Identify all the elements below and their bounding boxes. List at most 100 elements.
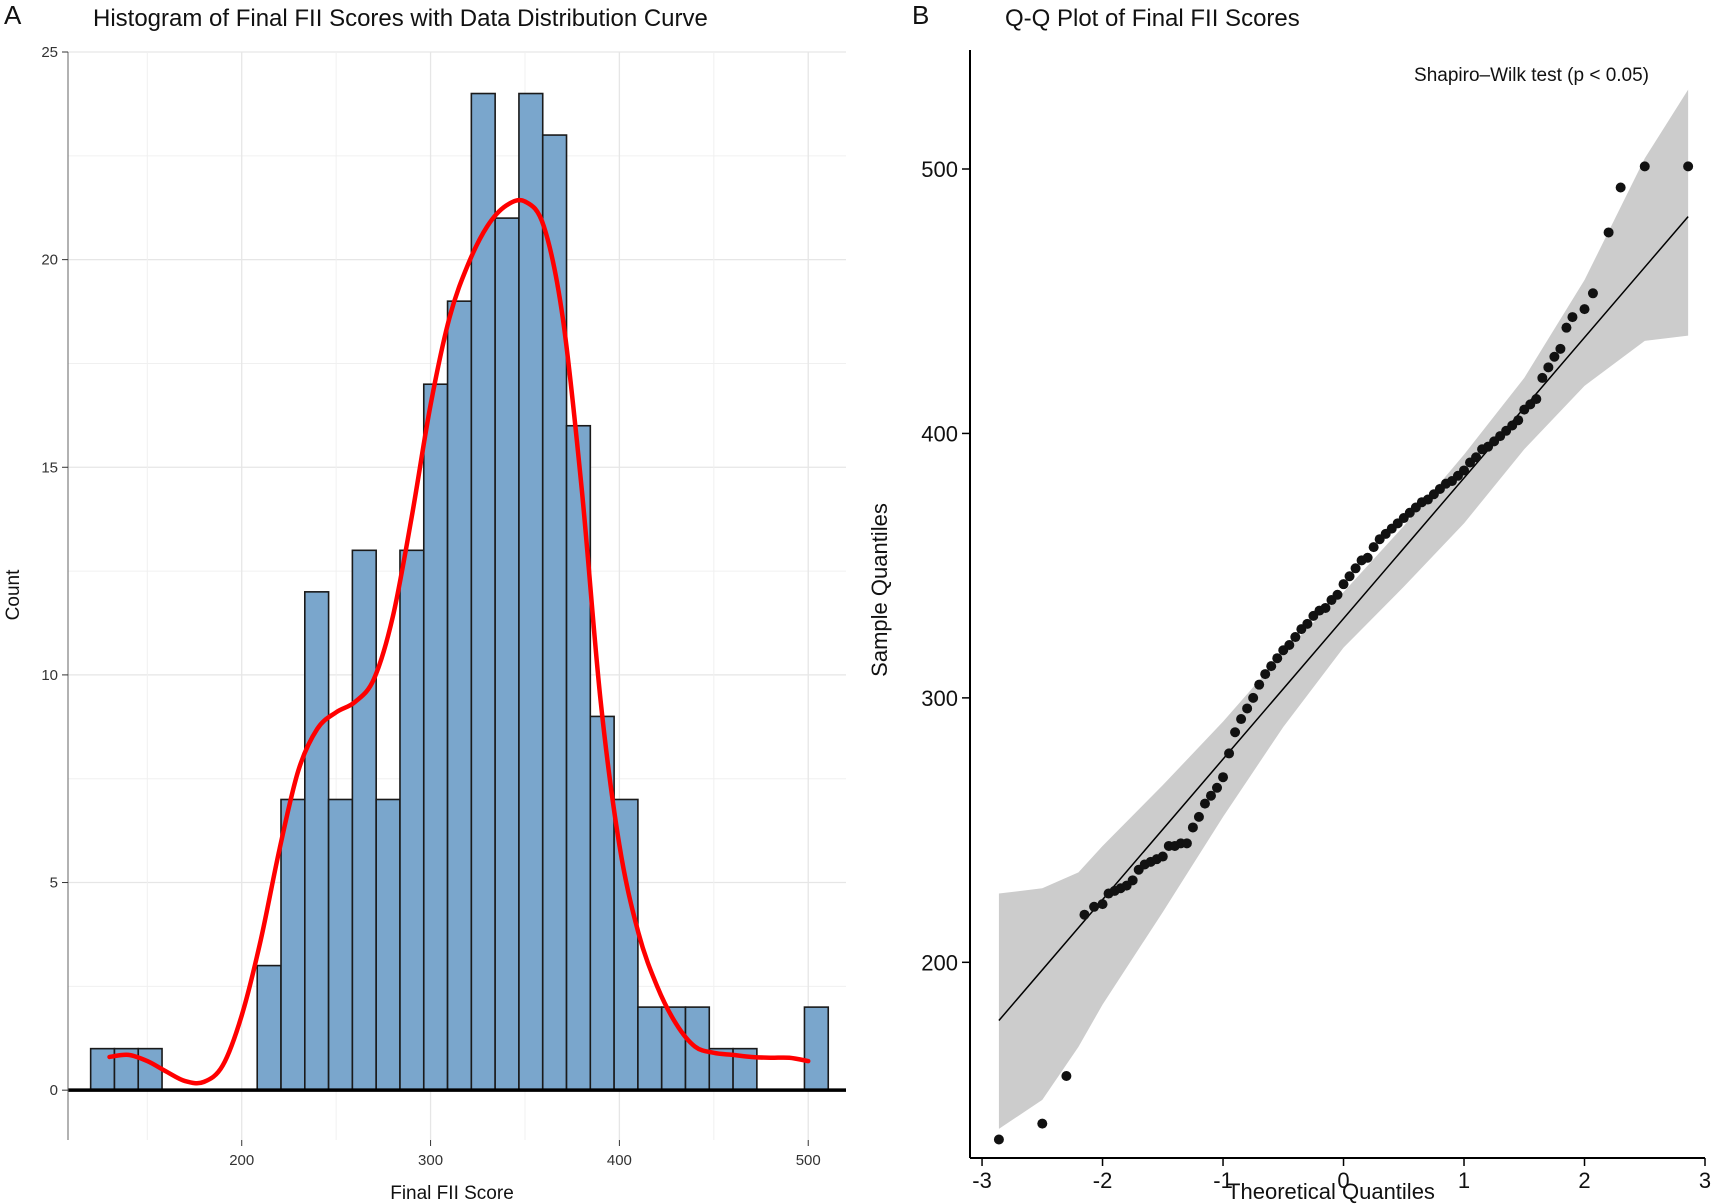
histogram-bar xyxy=(470,92,496,1091)
x-tick-label: 3 xyxy=(1699,1168,1711,1193)
qq-point xyxy=(1332,589,1343,600)
qq-point xyxy=(1615,182,1626,193)
panel-b-x-axis-label: Theoretical Quantiles xyxy=(1227,1179,1435,1204)
qq-point xyxy=(1284,639,1295,650)
density-curve xyxy=(107,197,811,1086)
y-tick-label: 0 xyxy=(50,1082,58,1099)
histogram-bar xyxy=(518,92,544,1091)
histogram-bar xyxy=(303,591,330,1091)
y-tick-label: 500 xyxy=(921,157,958,182)
x-tick-label: 200 xyxy=(229,1152,254,1169)
histogram-bar xyxy=(803,1006,830,1091)
histogram-bar xyxy=(399,549,425,1091)
histogram-bar xyxy=(637,1006,663,1091)
histogram-bar xyxy=(494,217,520,1091)
qq-point xyxy=(1266,661,1277,672)
x-tick-label: 300 xyxy=(418,1152,443,1169)
qq-point xyxy=(1549,351,1560,362)
panel-b-annotation: Shapiro–Wilk test (p < 0.05) xyxy=(1414,65,1649,86)
qq-point xyxy=(1181,838,1192,849)
x-tick-label: -2 xyxy=(1093,1168,1113,1193)
panel-b-title: Q-Q Plot of Final FII Scores xyxy=(1005,5,1300,32)
histogram-bar xyxy=(375,798,401,1091)
x-tick-label: 400 xyxy=(607,1152,632,1169)
qq-point xyxy=(1127,875,1138,886)
qq-point xyxy=(1212,782,1223,793)
qq-point xyxy=(1639,161,1650,172)
qq-point xyxy=(1236,714,1247,725)
qq-point xyxy=(1338,579,1349,590)
qq-point xyxy=(1603,227,1614,238)
panel-a-y-axis-label: Count xyxy=(3,569,24,620)
confidence-band xyxy=(998,89,1689,1129)
qq-point xyxy=(1362,552,1373,563)
qq-point xyxy=(1350,563,1361,574)
panel-a-x-axis-label: Final FII Score xyxy=(390,1183,514,1204)
y-tick-label: 5 xyxy=(50,875,58,892)
qq-point xyxy=(1248,692,1259,703)
qq-point xyxy=(1272,653,1283,664)
x-tick-label: -1 xyxy=(1213,1168,1233,1193)
qq-point xyxy=(1260,669,1271,680)
qq-point xyxy=(993,1134,1004,1145)
qq-point xyxy=(1587,288,1598,299)
qq-point xyxy=(1079,909,1090,920)
qq-point xyxy=(1561,322,1572,333)
qq-point xyxy=(1224,748,1235,759)
qq-point xyxy=(1290,632,1301,643)
panel-a-title: Histogram of Final FII Scores with Data … xyxy=(93,5,708,32)
qq-point xyxy=(1089,901,1100,912)
qq-point xyxy=(1097,899,1108,910)
panel-b-y-axis-label: Sample Quantiles xyxy=(867,503,892,677)
qq-point xyxy=(1061,1071,1072,1082)
qq-point xyxy=(1230,727,1241,738)
qq-point xyxy=(1471,452,1482,463)
qq-point xyxy=(1193,811,1204,822)
qq-point xyxy=(1683,161,1694,172)
x-tick-label: 1 xyxy=(1458,1168,1470,1193)
qq-point xyxy=(1537,372,1548,383)
qq-point xyxy=(1254,679,1265,690)
x-tick-label: -3 xyxy=(972,1168,992,1193)
histogram-bar xyxy=(446,300,473,1091)
histogram-bar xyxy=(280,798,306,1091)
qq-point xyxy=(1531,394,1542,405)
qq-point xyxy=(1199,798,1210,809)
y-tick-label: 20 xyxy=(41,252,58,269)
qq-point xyxy=(1579,304,1590,315)
y-tick-label: 300 xyxy=(921,686,958,711)
qq-point xyxy=(1205,790,1216,801)
panel-b-letter: B xyxy=(912,0,929,30)
qq-point xyxy=(1344,571,1355,582)
qq-point xyxy=(1218,772,1229,783)
qq-point xyxy=(1567,312,1578,323)
histogram-bar xyxy=(327,798,354,1091)
qq-point xyxy=(1513,415,1524,426)
y-tick-label: 15 xyxy=(41,459,58,476)
qq-point xyxy=(1187,822,1198,833)
y-tick-label: 25 xyxy=(41,44,58,61)
qq-point xyxy=(1459,465,1470,476)
qq-point xyxy=(1555,343,1566,354)
y-tick-label: 10 xyxy=(41,667,58,684)
qq-point xyxy=(1157,851,1168,862)
y-tick-label: 200 xyxy=(921,950,958,975)
qq-point xyxy=(1368,542,1379,553)
qq-point xyxy=(1302,618,1313,629)
x-tick-label: 500 xyxy=(796,1152,821,1169)
histogram-plot: 0 5 10 15 20 25 200 300 400 500 xyxy=(41,44,846,1169)
histogram-bar xyxy=(351,549,377,1091)
qq-point xyxy=(1320,602,1331,613)
qq-point xyxy=(1543,362,1554,373)
x-tick-label: 2 xyxy=(1578,1168,1590,1193)
qq-point xyxy=(1037,1118,1048,1129)
histogram-bar xyxy=(422,383,449,1091)
y-tick-label: 400 xyxy=(921,421,958,446)
qq-point xyxy=(1242,703,1253,714)
qq-plot: 200 300 400 500 -3 -2 -1 0 1 2 3 xyxy=(921,50,1711,1193)
histogram-bar xyxy=(256,964,282,1091)
x-tick-label: 0 xyxy=(1337,1168,1349,1193)
panel-a-letter: A xyxy=(4,0,22,30)
